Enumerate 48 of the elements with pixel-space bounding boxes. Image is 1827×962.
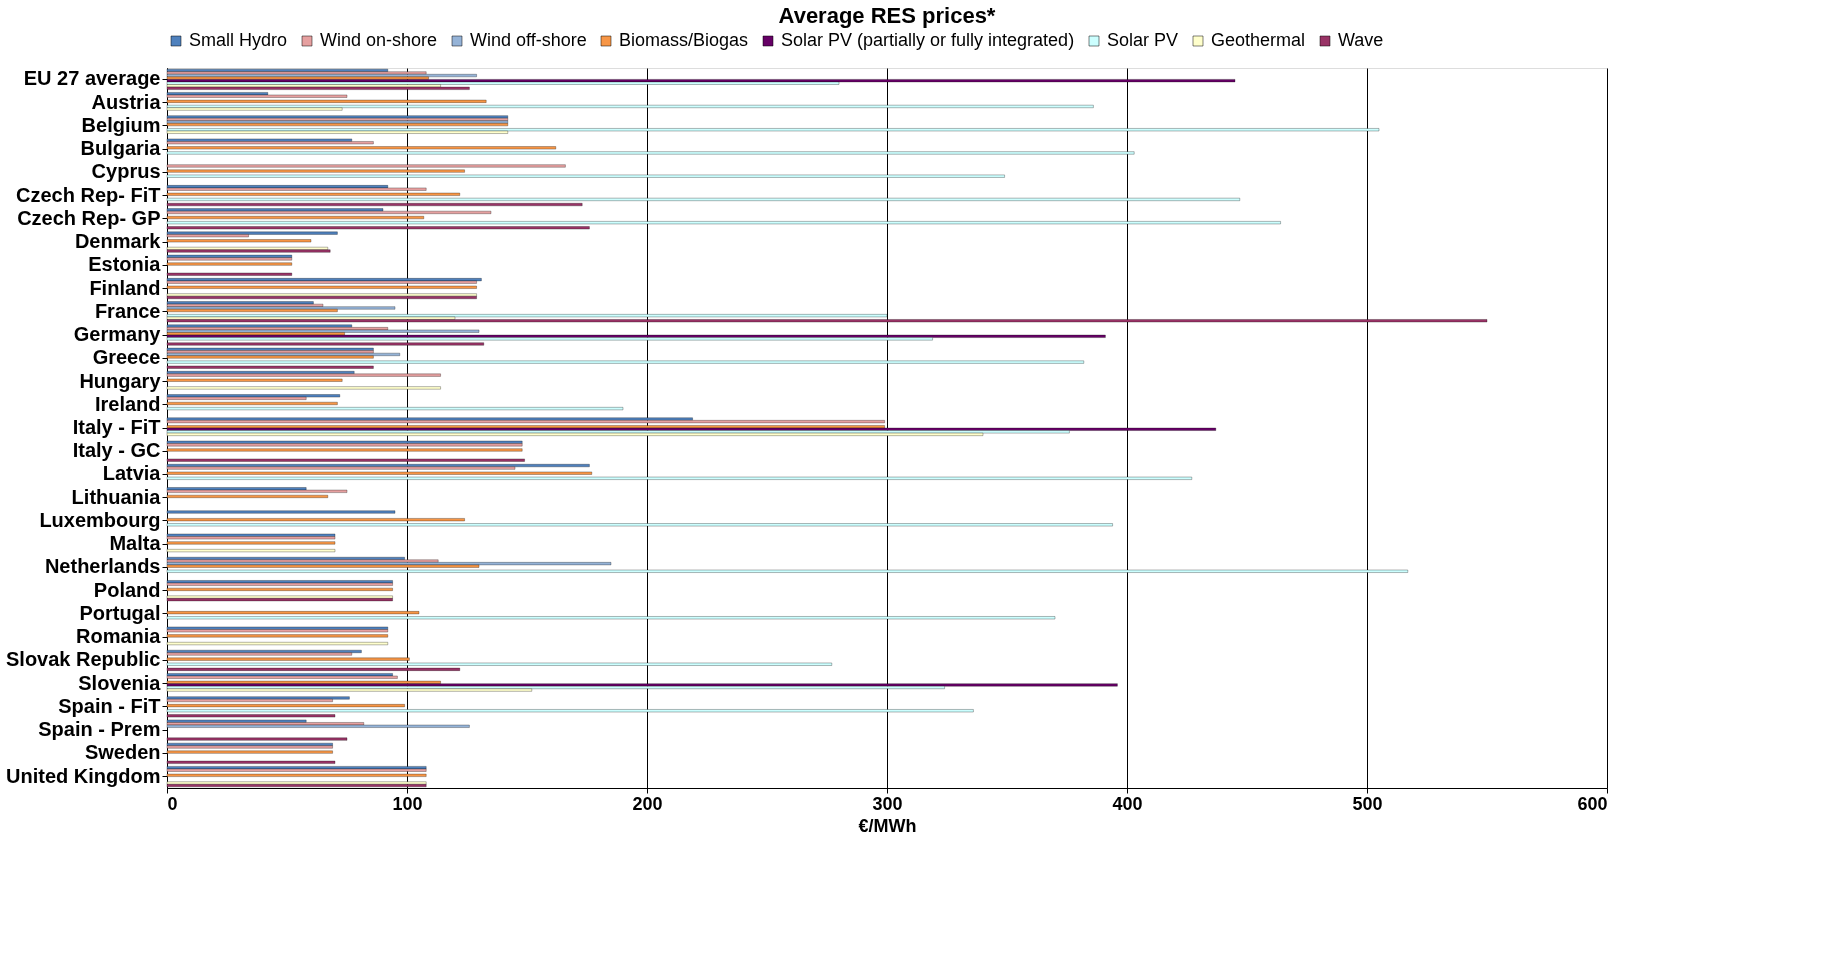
legend-label: Small Hydro [189, 30, 288, 50]
legend-label: Geothermal [1211, 30, 1306, 50]
y-tick-label: Spain - FiT [58, 694, 161, 717]
y-tick-label: Greece [92, 346, 161, 369]
x-axis-title: €/MWh [858, 815, 917, 836]
legend-label: Biomass/Biogas [619, 30, 749, 50]
y-tick-label: United Kingdom [6, 764, 161, 787]
y-tick-label: Germany [73, 323, 162, 346]
y-tick-label: Bulgaria [80, 137, 162, 160]
y-tick-label: EU 27 average [23, 67, 161, 90]
x-tick-label: 500 [1352, 793, 1383, 814]
y-tick-label: Luxembourg [39, 508, 161, 531]
x-tick-label: 400 [1112, 793, 1143, 814]
x-tick-label: 0 [167, 793, 178, 814]
y-tick-label: Finland [89, 276, 161, 299]
y-tick-label: Czech Rep- FiT [16, 183, 161, 206]
y-tick-label: Austria [91, 90, 162, 113]
y-tick-label: Netherlands [44, 555, 161, 578]
legend-label: Solar PV [1107, 30, 1179, 50]
y-tick-label: Hungary [79, 369, 162, 392]
legend-label: Wind off-shore [470, 30, 587, 50]
y-tick-label: Czech Rep- GP [17, 206, 161, 229]
chart-title: Average RES prices* [778, 3, 996, 28]
y-tick-label: Italy - GC [72, 439, 161, 462]
x-tick-label: 600 [1577, 793, 1608, 814]
y-tick-label: Spain - Prem [38, 718, 161, 741]
y-tick-label: Denmark [74, 230, 162, 253]
y-tick-label: Estonia [88, 253, 162, 276]
y-tick-label: Portugal [79, 601, 161, 624]
x-tick-label: 300 [872, 793, 903, 814]
y-tick-label: Belgium [81, 113, 161, 136]
legend-label: Solar PV (partially or fully integrated) [781, 30, 1075, 50]
y-tick-label: Romania [76, 625, 162, 648]
y-tick-label: Slovenia [78, 671, 162, 694]
y-tick-label: Cyprus [91, 160, 161, 183]
x-tick-label: 100 [392, 793, 423, 814]
x-tick-label: 200 [632, 793, 663, 814]
y-tick-label: Italy - FiT [72, 416, 161, 438]
y-tick-label: Latvia [102, 462, 162, 485]
y-tick-label: France [94, 299, 161, 322]
y-tick-label: Sweden [84, 741, 161, 764]
legend-label: Wind on-shore [320, 30, 438, 50]
y-tick-label: Ireland [94, 392, 161, 415]
y-tick-label: Poland [93, 578, 161, 601]
y-tick-label: Lithuania [71, 485, 162, 508]
y-tick-label: Slovak Republic [6, 648, 161, 671]
y-tick-label: Malta [109, 532, 162, 555]
legend-label: Wave [1338, 30, 1384, 50]
